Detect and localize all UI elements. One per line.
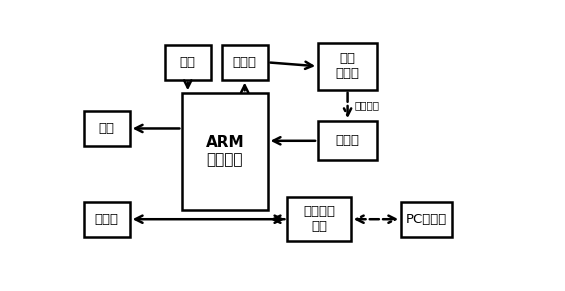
- FancyArrowPatch shape: [241, 85, 248, 93]
- Bar: [221, 45, 268, 80]
- FancyArrowPatch shape: [135, 125, 180, 132]
- Text: 继电器: 继电器: [233, 56, 257, 69]
- Text: 无线通信
模块: 无线通信 模块: [303, 205, 335, 233]
- Bar: [318, 43, 377, 90]
- FancyArrowPatch shape: [135, 216, 285, 223]
- Bar: [84, 202, 130, 237]
- Text: 电源: 电源: [180, 56, 195, 69]
- FancyArrowPatch shape: [271, 62, 312, 69]
- Text: ARM
处理平台: ARM 处理平台: [206, 135, 244, 168]
- FancyArrowPatch shape: [357, 216, 395, 223]
- Bar: [165, 45, 211, 80]
- Text: 舵机: 舵机: [99, 122, 115, 135]
- Text: 数码管: 数码管: [95, 213, 119, 226]
- Bar: [318, 121, 377, 160]
- Bar: [182, 93, 268, 210]
- FancyArrowPatch shape: [184, 80, 192, 88]
- Text: 激光
发射器: 激光 发射器: [336, 52, 359, 80]
- Bar: [84, 111, 130, 146]
- Text: 光斑反射: 光斑反射: [354, 100, 379, 111]
- Bar: [288, 197, 351, 241]
- Text: 摄像头: 摄像头: [336, 134, 359, 147]
- FancyArrowPatch shape: [344, 93, 351, 116]
- Text: PC上位机: PC上位机: [406, 213, 447, 226]
- FancyArrowPatch shape: [273, 137, 315, 144]
- FancyArrowPatch shape: [273, 216, 282, 223]
- Bar: [401, 202, 451, 237]
